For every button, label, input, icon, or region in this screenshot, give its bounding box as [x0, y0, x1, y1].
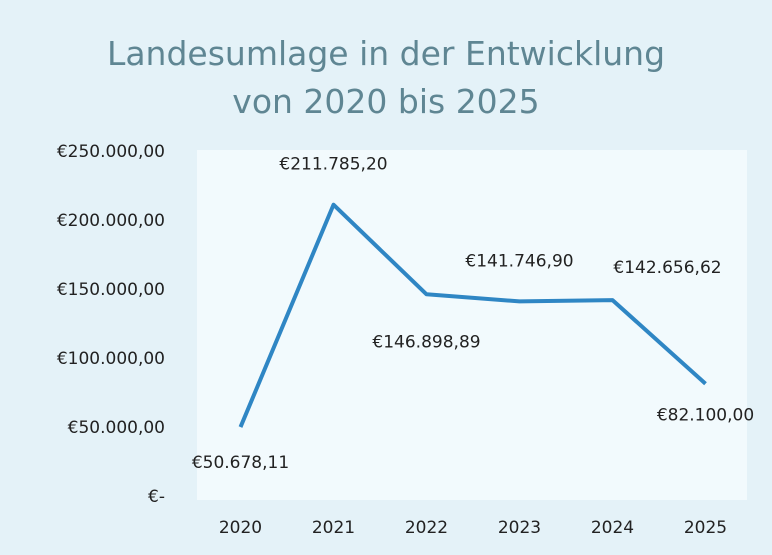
y-tick-label: €250.000,00 [57, 142, 165, 162]
data-label: €82.100,00 [657, 406, 754, 426]
x-tick-label: 2022 [405, 518, 448, 538]
y-tick-label: €150.000,00 [57, 280, 165, 300]
line [238, 202, 707, 428]
y-tick-label: €200.000,00 [57, 211, 165, 231]
x-tick-label: 2021 [312, 518, 355, 538]
plot-area [197, 150, 747, 500]
data-label: €211.785,20 [279, 155, 387, 175]
x-tick-label: 2023 [498, 518, 541, 538]
y-tick-label: €50.000,00 [68, 418, 165, 438]
y-tick-label: €100.000,00 [57, 349, 165, 369]
data-label: €146.898,89 [372, 332, 480, 352]
chart-title: Landesumlage in der Entwicklung von 2020… [106, 34, 666, 121]
data-label: €141.746,90 [465, 251, 573, 271]
data-label: €50.678,11 [192, 453, 289, 473]
y-tick-label: €- [148, 487, 165, 507]
x-tick-label: 2020 [219, 518, 262, 538]
data-label: €142.656,62 [613, 258, 721, 278]
x-tick-label: 2024 [591, 518, 634, 538]
x-tick-label: 2025 [684, 518, 727, 538]
